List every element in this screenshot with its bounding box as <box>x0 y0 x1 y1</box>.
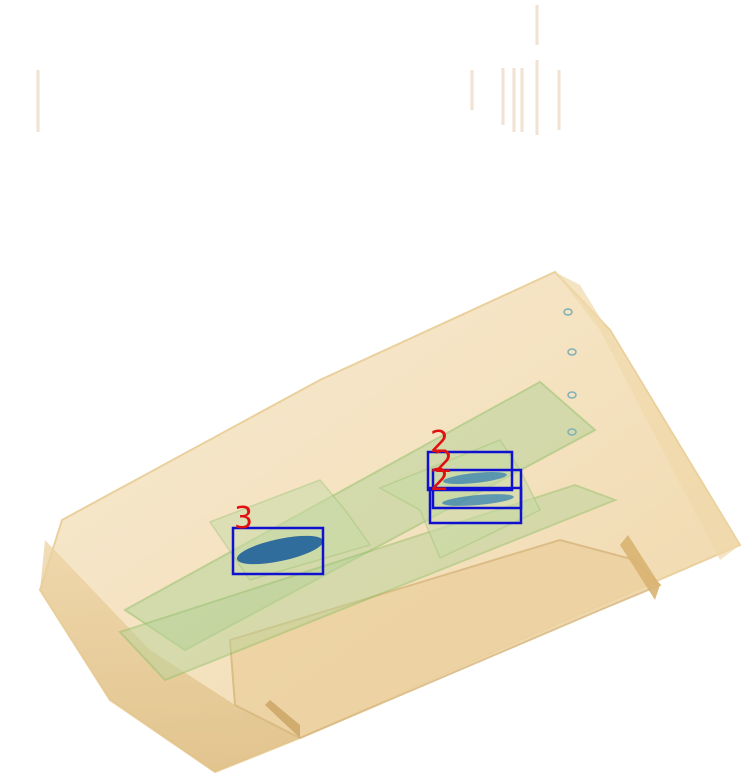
inner-compartment-floor-edge <box>265 700 300 738</box>
dense-objects <box>236 472 514 565</box>
baggage-right-face <box>555 272 740 560</box>
dense-object-2b <box>442 494 514 506</box>
detection-label-3: 3 <box>234 501 253 536</box>
edge-markers <box>563 308 577 436</box>
detection-label-2-middle: 2 <box>434 445 453 480</box>
scan-artifact-streaks <box>36 5 561 135</box>
detection-overlay: 2 2 2 3 <box>231 425 523 576</box>
detection-label-2-top: 2 <box>430 425 449 460</box>
inner-compartment-wall <box>620 535 660 600</box>
dense-object-3 <box>236 535 324 565</box>
detection-box-2-bottom <box>428 486 523 525</box>
detection-box-3 <box>231 526 325 576</box>
baggage-front-face <box>40 540 300 772</box>
detection-label-2-bottom: 2 <box>430 463 449 498</box>
inner-compartment <box>228 538 662 740</box>
dense-object-2a <box>443 472 507 484</box>
